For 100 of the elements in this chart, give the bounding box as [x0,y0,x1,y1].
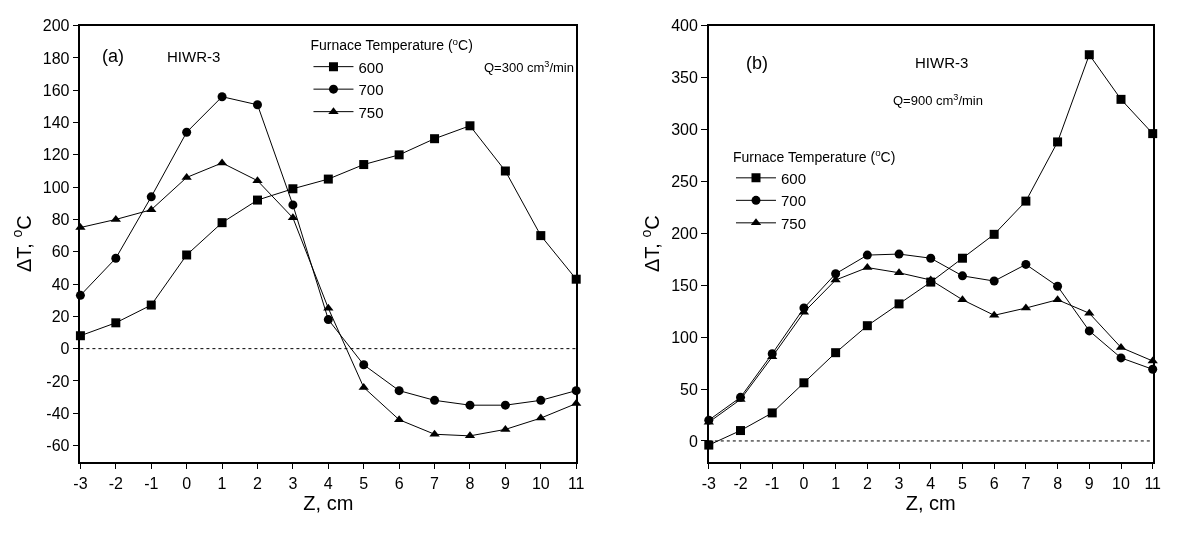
x-tick-label: 11 [1144,474,1162,492]
point [1084,326,1094,336]
x-tick-label: 6 [989,474,999,492]
point [500,424,511,432]
point [217,218,227,228]
point [989,229,999,239]
x-tick-label: 9 [500,474,510,492]
y-tick-label: 250 [671,172,698,190]
point [736,426,746,436]
x-tick-label: 3 [288,474,298,492]
x-axis-title: Z, cm [303,491,354,514]
point [217,92,227,102]
point [146,205,157,213]
point [1053,137,1063,147]
point [925,275,936,283]
x-tick-label: 5 [359,474,369,492]
point [288,200,298,210]
x-tick-label: 9 [1084,474,1094,492]
point [359,360,369,370]
y-tick-label: 120 [42,146,70,164]
point [146,192,156,202]
point [799,378,809,388]
annotation: HIWR-3 [167,48,221,65]
point [957,253,967,263]
y-tick-label: 40 [51,275,70,293]
point [989,276,999,286]
point [862,321,872,331]
point [465,400,475,410]
x-tick-label: 1 [831,474,841,492]
point [323,174,333,184]
point [429,429,440,437]
annotation: (b) [746,53,768,73]
point [430,395,440,405]
point [1116,353,1126,363]
point [323,303,334,311]
point [926,253,936,263]
point [323,315,333,325]
x-tick-label: -2 [733,474,748,492]
y-tick-label: 400 [671,17,698,35]
legend-label: 700 [358,80,384,98]
point [1084,50,1094,60]
point [359,160,369,170]
point [536,395,546,405]
legend-label: 700 [781,192,807,210]
x-tick-label: -3 [701,474,717,492]
legend-title: Furnace Temperature ($^{o}$C) [733,146,896,165]
x-tick-label: 10 [1112,474,1130,492]
y-tick-label: -20 [46,372,70,390]
x-tick-label: 0 [182,474,192,492]
point [767,408,777,418]
point [536,231,546,241]
x-tick-label: -2 [108,474,124,492]
x-tick-label: 0 [799,474,809,492]
x-tick-label: 1 [217,474,227,492]
y-tick-label: 140 [42,114,70,132]
point [181,172,192,180]
x-tick-label: 11 [567,474,585,492]
y-tick-label: 350 [671,69,698,87]
x-tick-label: 7 [1021,474,1031,492]
x-tick-label: 2 [862,474,872,492]
point [394,386,404,396]
point [500,166,510,176]
x-tick-label: -3 [73,474,88,492]
annotation: Q=900 cm$^{3}$/min [893,92,983,109]
legend-label: 750 [358,103,384,121]
x-tick-label: -1 [144,474,159,492]
x-tick-label: -1 [765,474,780,492]
annotation: Q=300 cm$^{3}$/min [484,59,574,76]
point [1116,94,1126,104]
annotation: (a) [102,46,124,66]
point [465,121,475,131]
point [1021,259,1031,269]
x-tick-label: 3 [894,474,904,492]
point [894,299,904,309]
y-tick-label: 0 [60,340,70,358]
y-tick-label: 200 [671,224,698,242]
point [111,253,121,263]
y-tick-label: 0 [688,432,698,450]
y-tick-label: -60 [46,437,70,455]
annotation: HIWR-3 [915,54,969,71]
point [146,300,156,310]
x-tick-label: 6 [394,474,404,492]
x-tick-label: 7 [430,474,440,492]
x-tick-label: 8 [465,474,475,492]
y-tick-label: 160 [42,81,70,99]
point [111,318,121,328]
point [358,382,369,390]
x-tick-label: 5 [958,474,968,492]
point [894,249,904,259]
point [182,127,192,137]
legend-label: 750 [781,214,807,232]
y-tick-label: 20 [51,307,70,325]
x-tick-label: 2 [253,474,263,492]
y-tick-label: -40 [46,404,70,422]
point [252,100,262,110]
x-tick-label: 4 [926,474,936,492]
point [1021,196,1031,206]
point [394,150,404,160]
point [500,400,510,410]
point [957,271,967,281]
